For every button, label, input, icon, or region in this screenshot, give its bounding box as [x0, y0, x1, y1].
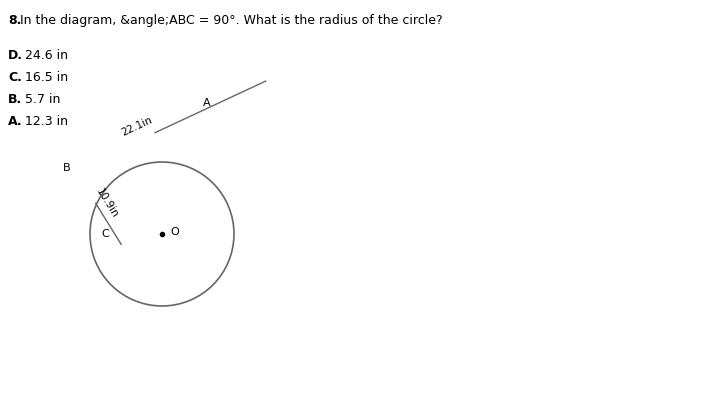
- Text: O: O: [170, 227, 179, 237]
- Text: 24.6 in: 24.6 in: [25, 49, 68, 62]
- Text: A: A: [203, 98, 211, 108]
- Text: C.: C.: [8, 71, 22, 84]
- Text: 5.7 in: 5.7 in: [25, 93, 60, 106]
- Text: B.: B.: [8, 93, 22, 106]
- Text: 10.9in: 10.9in: [94, 187, 119, 220]
- Text: 16.5 in: 16.5 in: [25, 71, 68, 84]
- Text: B: B: [63, 163, 70, 173]
- Text: A.: A.: [8, 115, 23, 128]
- Text: 8.: 8.: [8, 14, 21, 27]
- Text: C: C: [102, 229, 109, 239]
- Text: 22.1in: 22.1in: [119, 115, 153, 138]
- Text: D.: D.: [8, 49, 23, 62]
- Text: 12.3 in: 12.3 in: [25, 115, 68, 128]
- Text: In the diagram, &angle;​ABC = 90°. What is the radius of the circle?: In the diagram, &angle;​ABC = 90°. What …: [20, 14, 442, 27]
